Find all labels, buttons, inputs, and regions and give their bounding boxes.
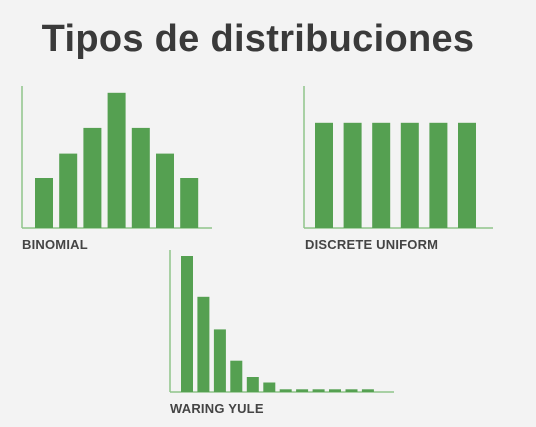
- waring-yule-bar: [296, 389, 309, 392]
- binomial-bar: [180, 178, 199, 228]
- discrete-uniform-chart: [303, 86, 493, 229]
- waring-yule-bar: [279, 389, 292, 392]
- waring-yule-bar: [213, 329, 226, 392]
- waring-yule-bar: [197, 296, 210, 392]
- binomial-bar: [131, 127, 150, 228]
- binomial-bar: [156, 153, 174, 228]
- waring-yule-bar: [329, 389, 341, 392]
- waring-yule-bar: [312, 389, 325, 392]
- waring-yule-bar: [345, 389, 358, 392]
- binomial-bar: [83, 127, 102, 228]
- discrete-uniform-bar: [372, 122, 391, 228]
- discrete-uniform-bar: [343, 122, 362, 228]
- discrete-uniform-bar: [315, 122, 333, 228]
- discrete-uniform-bar: [458, 122, 476, 228]
- binomial-bar: [59, 153, 78, 228]
- discrete-uniform-bar: [400, 122, 419, 228]
- page-title: Tipos de distribuciones: [41, 18, 475, 60]
- binomial-chart: [21, 86, 212, 229]
- waring-yule-bar: [263, 382, 276, 392]
- binomial-bar: [35, 178, 53, 228]
- waring-yule-bar: [246, 377, 259, 392]
- discrete-uniform-bar: [429, 122, 448, 228]
- waring-yule-bar: [230, 360, 243, 392]
- binomial-label: BINOMIAL: [22, 237, 88, 252]
- waring-yule-bar: [181, 256, 193, 392]
- waring-yule-chart: [169, 250, 394, 393]
- discrete-uniform-label: DISCRETE UNIFORM: [305, 237, 439, 252]
- waring-yule-bar: [361, 389, 374, 392]
- waring-yule-label: WARING YULE: [170, 401, 264, 416]
- binomial-bar: [107, 92, 126, 228]
